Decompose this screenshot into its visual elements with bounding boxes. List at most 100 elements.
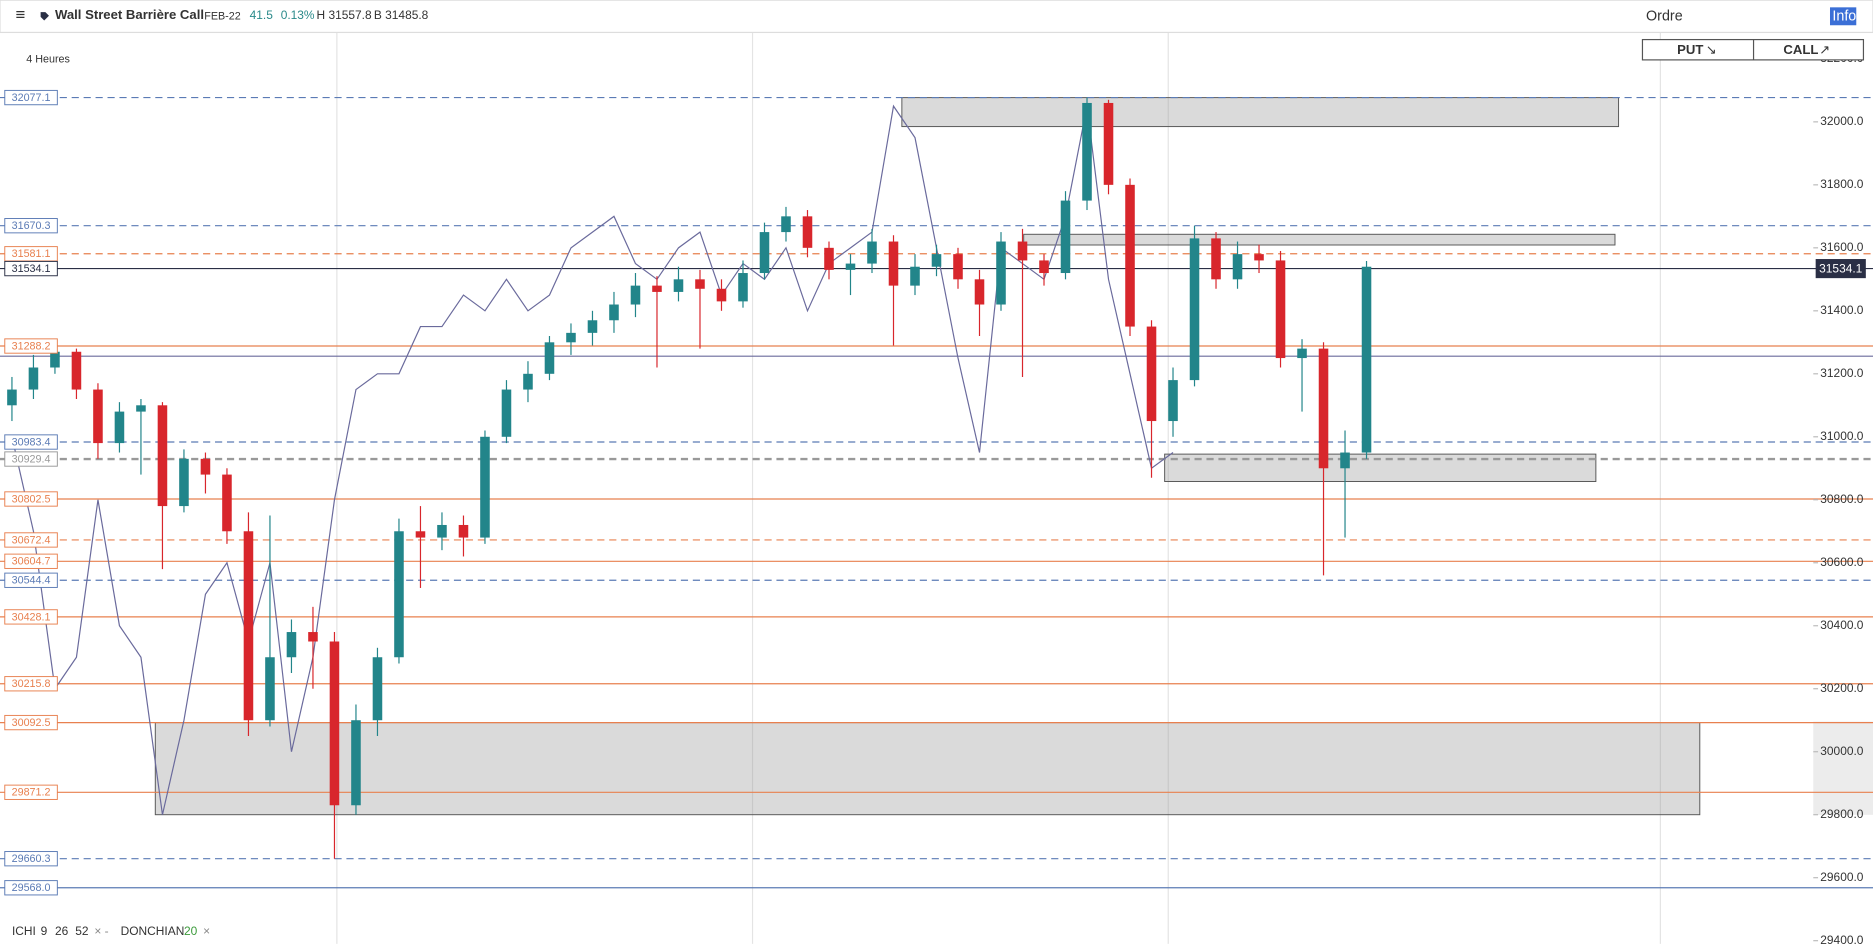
level-label: 30929.4: [12, 453, 51, 465]
candle-body: [1297, 348, 1307, 359]
plot: 32077.1 31670.3 31581.1 31534.1 31288.2 30983…: [0, 51, 1873, 944]
candle-body: [329, 641, 340, 806]
change: 41.5: [250, 8, 274, 22]
level-label-box: [4, 851, 58, 867]
indicator-param: 9: [41, 924, 48, 938]
level-label: 29568.0: [12, 882, 51, 894]
candle-body: [265, 657, 275, 721]
put-arrow: ↘: [1706, 42, 1717, 57]
candle-body: [179, 458, 189, 507]
candle-body: [888, 241, 899, 286]
candle-body: [1189, 238, 1200, 381]
candle-body: [824, 247, 834, 270]
indicator-param: 52: [75, 924, 89, 938]
level-label-box: [4, 714, 58, 731]
y-tick-label: 30800.0: [1820, 492, 1864, 506]
zone: [901, 97, 1620, 128]
candle-body: [544, 342, 555, 374]
level-label-box: [4, 491, 58, 507]
level-label-box: [4, 553, 58, 569]
remove-icon[interactable]: × -: [94, 924, 108, 938]
candle-body: [566, 332, 576, 343]
candle-body: [286, 632, 297, 658]
candle-body: [1039, 260, 1049, 274]
candle-body: [1103, 102, 1114, 185]
candle-body: [1340, 452, 1350, 469]
level-label-box: [4, 880, 58, 896]
level-label-box: [4, 451, 58, 467]
candle-body: [587, 320, 598, 333]
level-label: 30428.1: [12, 611, 51, 623]
level-label-box: [4, 676, 58, 692]
zone: [154, 722, 1701, 816]
candle-body: [802, 216, 813, 248]
level-label: 32077.1: [12, 92, 51, 104]
candle-body: [523, 373, 533, 390]
candle-body: [243, 531, 254, 721]
candle-body: [630, 285, 641, 305]
candle-body: [781, 216, 791, 233]
candle-body: [1361, 266, 1372, 453]
info-tab[interactable]: Info: [1832, 9, 1856, 25]
candle-body: [845, 263, 856, 270]
candle-body: [415, 531, 426, 538]
level-label-box: [4, 218, 58, 234]
candle-body: [437, 524, 447, 538]
candle-body: [953, 254, 963, 280]
order-tab[interactable]: Ordre: [1646, 9, 1683, 25]
candle-body: [974, 279, 985, 305]
level-label: 30604.7: [12, 556, 51, 568]
y-tick-label: 30400.0: [1820, 618, 1864, 632]
level-label: 31288.2: [12, 340, 51, 352]
put-button[interactable]: PUT: [1677, 42, 1703, 57]
remove-icon[interactable]: ×: [203, 924, 210, 938]
candle-body: [1211, 238, 1221, 280]
y-tick-label: 29600.0: [1820, 870, 1864, 884]
y-tick-label: 31200.0: [1820, 366, 1864, 380]
y-tick-label: 29800.0: [1820, 807, 1864, 821]
candle-body: [867, 241, 877, 264]
y-tick-label: 32000.0: [1820, 114, 1864, 128]
indicator-name: ICHI: [12, 924, 36, 938]
candle-body: [351, 720, 361, 806]
last-price-label: 31534.1: [1819, 261, 1863, 275]
level-label-box: [4, 89, 58, 106]
level-label-box: [4, 609, 58, 625]
candle-body: [1017, 241, 1028, 261]
candle-body: [759, 232, 770, 274]
call-button[interactable]: CALL: [1783, 42, 1818, 57]
candle-body: [931, 254, 942, 267]
candle-body: [996, 241, 1006, 305]
candle-body: [673, 279, 684, 292]
candle-body: [114, 411, 125, 444]
indicator-param: 26: [55, 924, 69, 938]
candle-body: [609, 304, 619, 321]
indicator-param: 20: [184, 924, 198, 938]
candle-body: [28, 367, 39, 390]
candle-body: [458, 524, 469, 538]
candle-body: [308, 632, 318, 642]
menu-icon[interactable]: ≡: [16, 5, 26, 24]
level-label-box: [4, 532, 58, 548]
level-label-box: [4, 434, 58, 450]
candle-body: [200, 458, 211, 475]
candle-body: [910, 266, 920, 286]
y-tick-label: 31400.0: [1820, 303, 1864, 317]
level-label-box: [4, 784, 58, 800]
candle-body: [222, 474, 232, 532]
level-label: 31670.3: [12, 220, 51, 232]
candle-body: [1168, 380, 1178, 422]
candle-body: [1082, 102, 1092, 201]
candle-body: [480, 436, 490, 538]
level-label: 29660.3: [12, 853, 51, 865]
candle-body: [7, 389, 17, 406]
expiry: FEB-22: [204, 11, 240, 23]
y-tick-label: 30200.0: [1820, 681, 1864, 695]
candle-body: [136, 405, 146, 412]
candle-body: [50, 351, 60, 368]
candle-body: [157, 405, 168, 507]
y-tick-label: 31800.0: [1820, 177, 1864, 191]
low: B 31485.8: [374, 8, 429, 22]
